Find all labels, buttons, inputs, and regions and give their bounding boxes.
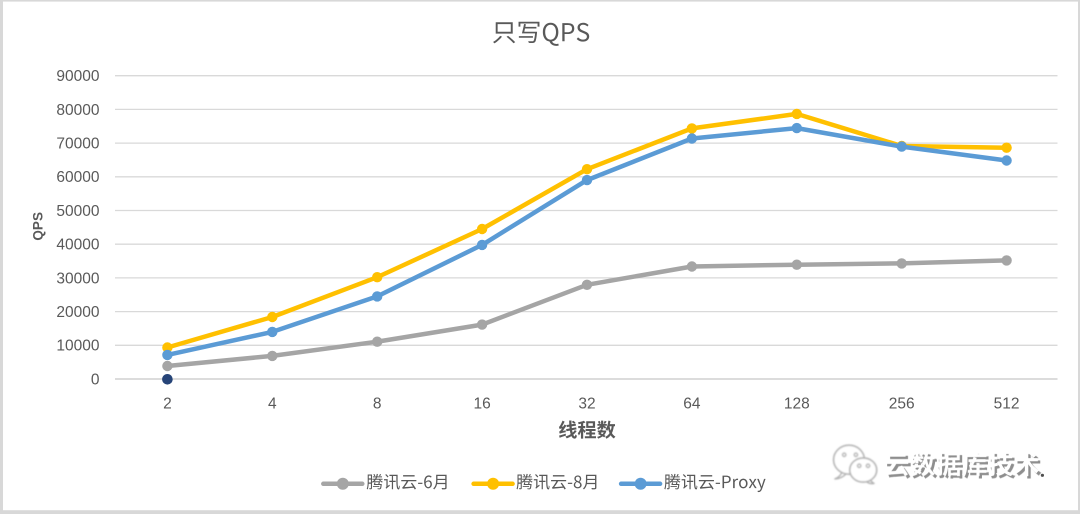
svg-text:0: 0 <box>91 371 100 388</box>
svg-text:2: 2 <box>163 396 172 413</box>
svg-text:20000: 20000 <box>56 304 99 321</box>
svg-text:16: 16 <box>473 396 490 413</box>
svg-text:30000: 30000 <box>56 270 99 287</box>
svg-text:10000: 10000 <box>56 338 99 355</box>
svg-text:128: 128 <box>784 396 810 413</box>
svg-text:70000: 70000 <box>56 136 99 153</box>
svg-text:64: 64 <box>683 396 701 413</box>
svg-text:32: 32 <box>578 396 595 413</box>
svg-text:8: 8 <box>373 396 382 413</box>
svg-text:512: 512 <box>994 396 1020 413</box>
svg-text:40000: 40000 <box>56 237 99 254</box>
svg-text:256: 256 <box>889 396 915 413</box>
svg-text:4: 4 <box>268 396 277 413</box>
svg-text:90000: 90000 <box>56 68 99 85</box>
svg-text:QPS: QPS <box>31 212 46 241</box>
svg-text:80000: 80000 <box>56 102 99 119</box>
svg-text:50000: 50000 <box>56 203 99 220</box>
svg-text:60000: 60000 <box>56 169 99 186</box>
